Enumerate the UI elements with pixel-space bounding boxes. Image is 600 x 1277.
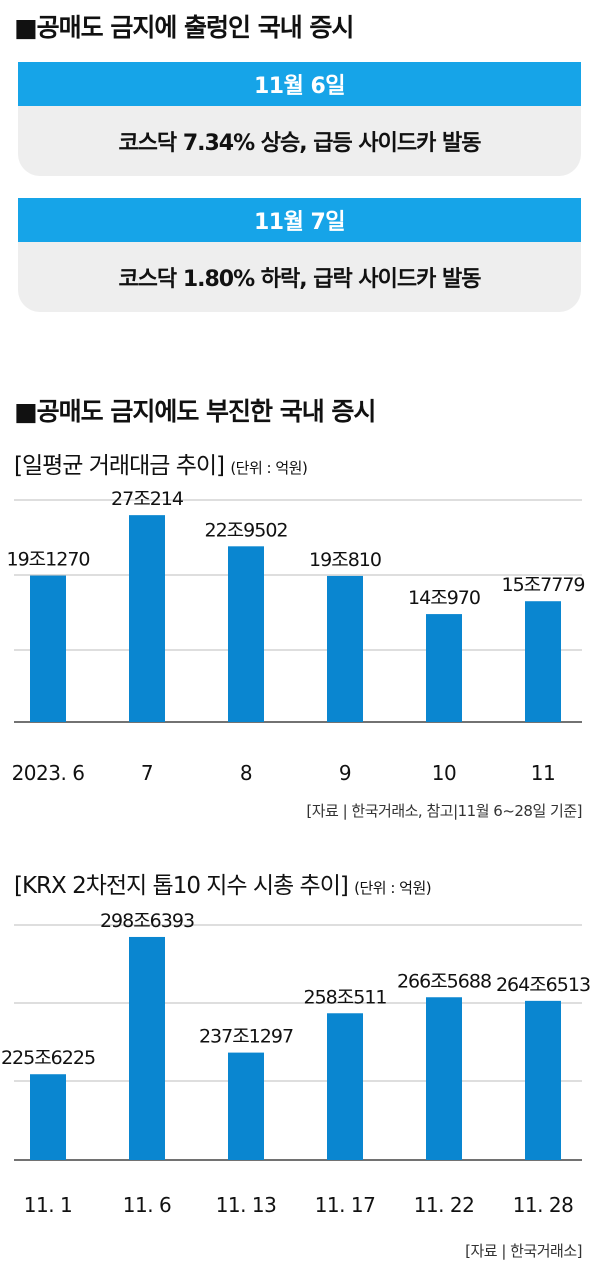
chart2-data-label: 225조6225: [1, 1047, 95, 1069]
section1-heading: ■공매도 금지에 출렁인 국내 증시: [14, 13, 354, 42]
chart2-tick-label: 11. 13: [216, 1193, 277, 1217]
chart2-data-label: 258조511: [303, 986, 386, 1008]
chart2-title: [KRX 2차전지 톱10 지수 시총 추이]: [14, 873, 349, 899]
chart1-bar: [228, 546, 264, 722]
chart1-unit: (단위 : 억원): [230, 459, 308, 477]
event-date: 11월 6일: [18, 62, 581, 106]
chart2-data-label: 298조6393: [100, 910, 194, 932]
chart2-tick-label: 11. 22: [414, 1193, 475, 1217]
chart2-tick-label: 11. 17: [315, 1193, 376, 1217]
chart1-title: [일평균 거래대금 추이]: [14, 453, 225, 479]
chart1-bar: [426, 614, 462, 722]
chart2-data-label: 266조5688: [397, 970, 491, 992]
chart2-data-label: 237조1297: [199, 1026, 293, 1048]
chart1-subtitle: [일평균 거래대금 추이] (단위 : 억원): [14, 446, 308, 480]
chart1-bar: [30, 575, 66, 722]
chart2-unit: (단위 : 억원): [354, 879, 432, 897]
chart2-bar: [525, 1000, 561, 1160]
chart1-bar: [129, 515, 165, 722]
chart2-bar: [426, 997, 462, 1160]
chart2-bar: [129, 936, 165, 1160]
chart1-bar: [525, 601, 561, 722]
chart1-tick-label: 8: [240, 761, 252, 785]
chart2-tick-label: 11. 28: [513, 1193, 574, 1217]
chart2-svg: 225조6225 11. 1 298조6393 11. 6 237조1297 11. 13…: [1, 910, 591, 1217]
chart2: 225조6225 11. 1 298조6393 11. 6 237조1297 11. 13…: [0, 905, 600, 1225]
chart2-source: [자료 | 한국거래소]: [465, 1242, 582, 1260]
chart1-data-label: 19조1270: [6, 549, 89, 571]
section2-heading: ■공매도 금지에도 부진한 국내 증시: [14, 397, 376, 426]
chart1-data-label: 22조9502: [204, 519, 287, 541]
chart1-tick-label: 9: [339, 761, 351, 785]
chart2-data-label: 264조6513: [496, 974, 590, 996]
chart1-data-label: 14조970: [408, 587, 480, 609]
chart2-bar: [30, 1074, 66, 1160]
chart2-tick-label: 11. 1: [24, 1193, 72, 1217]
chart1-tick-label: 7: [141, 761, 153, 785]
chart2-bar: [228, 1052, 264, 1160]
chart1-tick-label: 11: [531, 761, 555, 785]
event-card-2: 11월 7일 코스닥 1.80% 하락, 급락 사이드카 발동: [18, 198, 581, 312]
chart1-bar: [327, 575, 363, 722]
chart2-subtitle: [KRX 2차전지 톱10 지수 시총 추이] (단위 : 억원): [14, 866, 432, 900]
event-card-1: 11월 6일 코스닥 7.34% 상승, 급등 사이드카 발동: [18, 62, 581, 176]
event-text: 코스닥 7.34% 상승, 급등 사이드카 발동: [18, 106, 581, 176]
chart1-data-label: 19조810: [309, 549, 381, 571]
event-text: 코스닥 1.80% 하락, 급락 사이드카 발동: [18, 242, 581, 312]
chart2-bar: [327, 1013, 363, 1160]
chart1-source: [자료 | 한국거래소, 참고|11월 6~28일 기준]: [306, 802, 582, 820]
event-date: 11월 7일: [18, 198, 581, 242]
chart2-tick-label: 11. 6: [123, 1193, 171, 1217]
chart1: 19조1270 2023. 6 27조214 7 22조9502 8 19조810 9 14조9…: [0, 480, 600, 800]
chart1-data-label: 27조214: [111, 488, 184, 510]
chart1-tick-label: 2023. 6: [12, 761, 85, 785]
chart1-svg: 19조1270 2023. 6 27조214 7 22조9502 8 19조810 9 14조9…: [6, 488, 585, 785]
chart1-data-label: 15조7779: [501, 574, 584, 596]
chart1-tick-label: 10: [432, 761, 456, 785]
